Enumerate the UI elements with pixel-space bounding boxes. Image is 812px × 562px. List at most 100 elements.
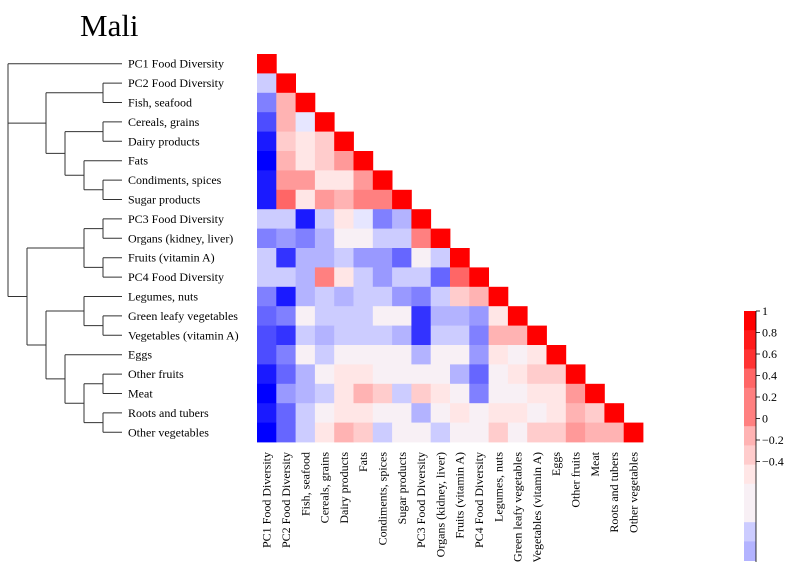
heatmap-cell: [334, 170, 354, 191]
colorbar-tick-label: 0.2: [762, 390, 777, 404]
row-label: Organs (kidney, liver): [128, 231, 233, 245]
heatmap-cell: [488, 325, 509, 346]
heatmap-cell: [295, 383, 316, 404]
heatmap-cell: [257, 209, 277, 229]
heatmap-cell: [585, 383, 605, 404]
heatmap-cell: [527, 325, 547, 346]
heatmap-cell: [392, 286, 412, 307]
heatmap-cell: [334, 228, 354, 249]
heatmap-cell: [314, 189, 335, 210]
heatmap-cell: [411, 209, 432, 229]
heatmap-cell: [314, 422, 335, 443]
heatmap-cell: [585, 422, 605, 443]
row-label: PC1 Food Diversity: [128, 57, 224, 71]
heatmap-cell: [488, 345, 509, 365]
heatmap-cell: [411, 228, 432, 249]
heatmap-cell: [295, 248, 316, 268]
dendrogram: [7, 63, 122, 433]
heatmap-cell: [430, 364, 451, 385]
heatmap-cell: [353, 170, 374, 191]
heatmap-cell: [276, 286, 296, 307]
heatmap-cell: [314, 248, 335, 268]
heatmap-cell: [295, 345, 316, 365]
heatmap-cell: [295, 131, 316, 152]
heatmap-cell: [276, 422, 296, 443]
heatmap-cell: [295, 286, 316, 307]
heatmap-cell: [527, 403, 547, 423]
heatmap-cell: [411, 345, 432, 365]
colorbar-segment: [744, 483, 756, 504]
colorbar-segment: [744, 426, 756, 446]
heatmap-cell: [295, 209, 316, 229]
column-label: Green leafy vegetables: [511, 452, 525, 562]
heatmap-cell: [392, 267, 412, 288]
heatmap-cell: [276, 345, 296, 365]
heatmap-cell: [314, 286, 335, 307]
heatmap-cell: [430, 422, 451, 443]
heatmap-cell: [353, 325, 374, 346]
heatmap-cell: [276, 306, 296, 326]
heatmap-cell: [314, 306, 335, 326]
colorbar-tick-label: 0: [762, 412, 768, 426]
heatmap-cell: [295, 92, 316, 113]
heatmap-cell: [430, 286, 451, 307]
colorbar-segment: [744, 387, 756, 408]
heatmap-cell: [353, 189, 374, 210]
column-label: PC1 Food Diversity: [260, 452, 274, 548]
heatmap-cell: [469, 403, 489, 423]
heatmap-cell: [276, 248, 296, 268]
heatmap-cell: [257, 73, 277, 94]
heatmap-cell: [604, 422, 625, 443]
heatmap-cell: [392, 364, 412, 385]
heatmap-cell: [411, 267, 432, 288]
heatmap-cell: [257, 54, 277, 74]
heatmap-cell: [372, 248, 393, 268]
heatmap-cell: [314, 403, 335, 423]
heatmap-cell: [392, 325, 412, 346]
heatmap-cell: [565, 364, 586, 385]
colorbar-tick-label: 0.4: [762, 369, 777, 383]
heatmap-cell: [295, 325, 316, 346]
row-label: Dairy products: [128, 134, 200, 148]
colorbar-segment: [744, 311, 756, 331]
heatmap-cell: [257, 267, 277, 288]
row-label: Fruits (vitamin A): [128, 251, 215, 265]
heatmap-cell: [392, 228, 412, 249]
heatmap-cell: [469, 306, 489, 326]
heatmap-cell: [314, 325, 335, 346]
heatmap-cell: [257, 151, 277, 171]
heatmap-cell: [334, 151, 354, 171]
heatmap-cell: [372, 422, 393, 443]
colorbar-tick-label: −0.2: [762, 433, 784, 447]
heatmap-cell: [276, 325, 296, 346]
heatmap-cell: [276, 383, 296, 404]
heatmap-cell: [276, 267, 296, 288]
heatmap-cell: [295, 306, 316, 326]
heatmap-cell: [372, 228, 393, 249]
column-label: Dairy products: [337, 452, 351, 524]
heatmap-cell: [430, 325, 451, 346]
heatmap-cell: [372, 325, 393, 346]
row-label: Fats: [128, 154, 148, 168]
heatmap-cell: [372, 383, 393, 404]
heatmap-cell: [295, 170, 316, 191]
colorbar-segment: [744, 349, 756, 369]
heatmap-cell: [450, 364, 470, 385]
heatmap-cell: [353, 383, 374, 404]
heatmap-cell: [507, 383, 528, 404]
heatmap-cell: [334, 403, 354, 423]
column-label: Legumes, nuts: [491, 452, 505, 522]
heatmap-cells: [257, 54, 644, 443]
heatmap-cell: [353, 286, 374, 307]
colorbar-tick-label: 0.8: [762, 326, 777, 340]
heatmap-cell: [314, 170, 335, 191]
heatmap-cell: [488, 306, 509, 326]
row-label: PC4 Food Diversity: [128, 270, 224, 284]
heatmap-cell: [276, 364, 296, 385]
column-label: Roots and tubers: [607, 452, 621, 533]
heatmap-cell: [276, 403, 296, 423]
heatmap-cell: [334, 345, 354, 365]
heatmap-cell: [546, 422, 567, 443]
heatmap-cell: [411, 383, 432, 404]
